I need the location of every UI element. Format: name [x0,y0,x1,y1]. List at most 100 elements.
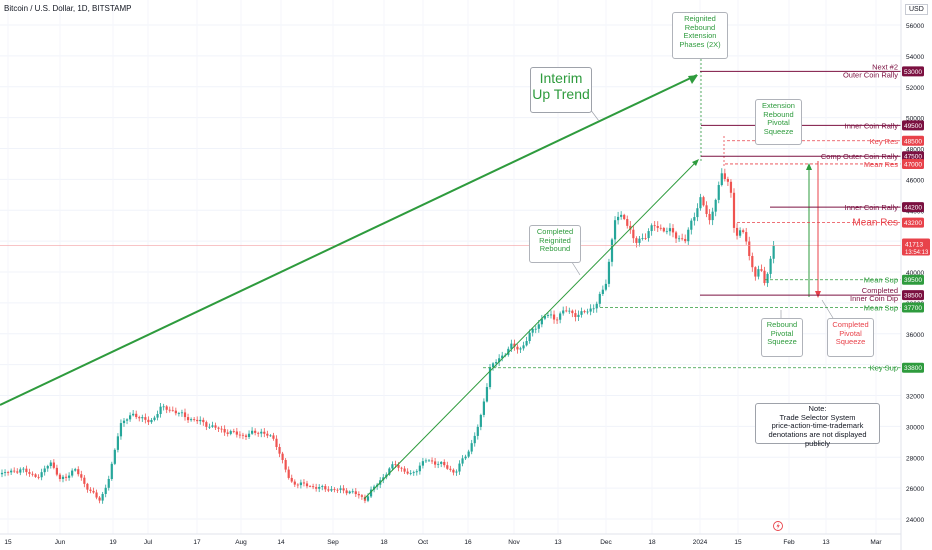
candle-body [711,211,714,221]
completed-pivotal-callout: Completed Pivotal Squeeze [827,318,874,357]
candle-body [278,446,281,454]
candle-body [531,328,534,333]
candle-body [577,314,580,317]
candle-body [540,318,543,325]
candle-body [641,238,644,239]
candle-body [336,489,339,491]
candle-body [601,289,604,294]
candle-body [49,462,52,467]
level-price-tag [902,302,924,313]
candle-body [354,491,357,495]
level-label: Key Sup [870,364,898,373]
candle-body [537,324,540,329]
candle-body [626,219,629,226]
interim-up-trend-callout: Interim Up Trend [530,67,592,113]
candle-body [177,413,180,414]
candle-body [113,449,116,464]
level-price-value: 53000 [904,69,922,76]
time-tick-label: Sep [327,539,339,546]
price-tick-label: 46000 [906,177,924,184]
candle-body [687,229,690,242]
currency-button[interactable]: USD [905,4,928,15]
candle-body [610,239,614,262]
price-tick-label: 28000 [906,455,924,462]
level-price-value: 47000 [904,161,922,168]
candle-body [708,214,711,221]
candle-body [665,231,668,233]
event-lightning-icon[interactable] [773,521,783,531]
candle-body [43,468,46,473]
candle-body [772,245,775,259]
candle-body [37,476,40,478]
candle-body [80,474,83,478]
candle-body [726,178,729,182]
candle-body [434,461,437,465]
candle-body [388,468,391,475]
callout-pointer [821,299,834,319]
candle-body [19,469,22,473]
candle-body [266,433,269,436]
candle-body [214,425,217,428]
candle-body [556,319,559,321]
level-price-tag [902,135,924,146]
candle-body [671,228,675,233]
price-tick-label: 52000 [906,85,924,92]
candle-body [101,493,104,501]
candle-body [638,238,641,243]
time-tick-label: 18 [380,539,388,546]
price-tick-label: 24000 [906,517,924,524]
extension-squeeze-callout: Extension Rebound Pivotal Squeeze [755,99,802,145]
candle-body [409,473,412,474]
candle-body [735,227,739,236]
candle-body [647,231,650,239]
candle-body [470,443,473,452]
level-label: Inner Coin Rally [845,121,899,130]
candle-body [3,472,7,473]
reignited-rebound-arrowhead [692,159,699,166]
candle-body [31,473,34,475]
candle-body [571,310,574,314]
candle-body [418,465,421,472]
candle-body [98,497,101,501]
candle-body [68,475,71,478]
time-axis[interactable]: 15 Jun 19 Jul 17 Aug 14 Sep 18 Oct 16 Nov 13 Dec 18 202… [4,539,882,546]
candle-body [732,192,736,228]
candle-body [412,472,415,474]
level-label: Completed [862,286,898,295]
candle-body [723,173,726,179]
candle-body [180,412,184,414]
candle-body [247,433,251,437]
price-tick-label: 50000 [906,116,924,123]
candle-body [211,425,214,427]
candle-body [546,315,550,316]
level-label: Key Res [870,137,899,146]
candle-body [742,230,745,233]
time-tick-label: 13 [822,539,830,546]
candle-body [513,343,516,347]
candle-body [525,341,528,346]
price-tick-label: 40000 [906,270,924,277]
candle-body [257,432,260,434]
candle-body [308,486,312,487]
candle-body [324,486,327,490]
time-tick-label: Jun [55,539,66,546]
level-price-tag [902,217,924,228]
candle-body [467,451,470,457]
candle-body [287,469,290,478]
candle-body [153,417,156,420]
candle-body [662,228,665,232]
time-tick-label: Mar [870,539,882,546]
interim-up-trend-arrowhead [688,75,698,84]
candle-body [595,303,598,309]
candle-body [415,471,418,473]
candle-body [315,487,318,489]
level-price-value: 37700 [904,305,922,312]
candle-body [122,420,126,424]
candle-body [296,484,299,486]
time-tick-label: Dec [600,539,612,546]
candle-body [394,464,397,466]
candle-body [92,490,95,493]
candle-body [226,432,229,434]
candle-body [186,417,190,421]
